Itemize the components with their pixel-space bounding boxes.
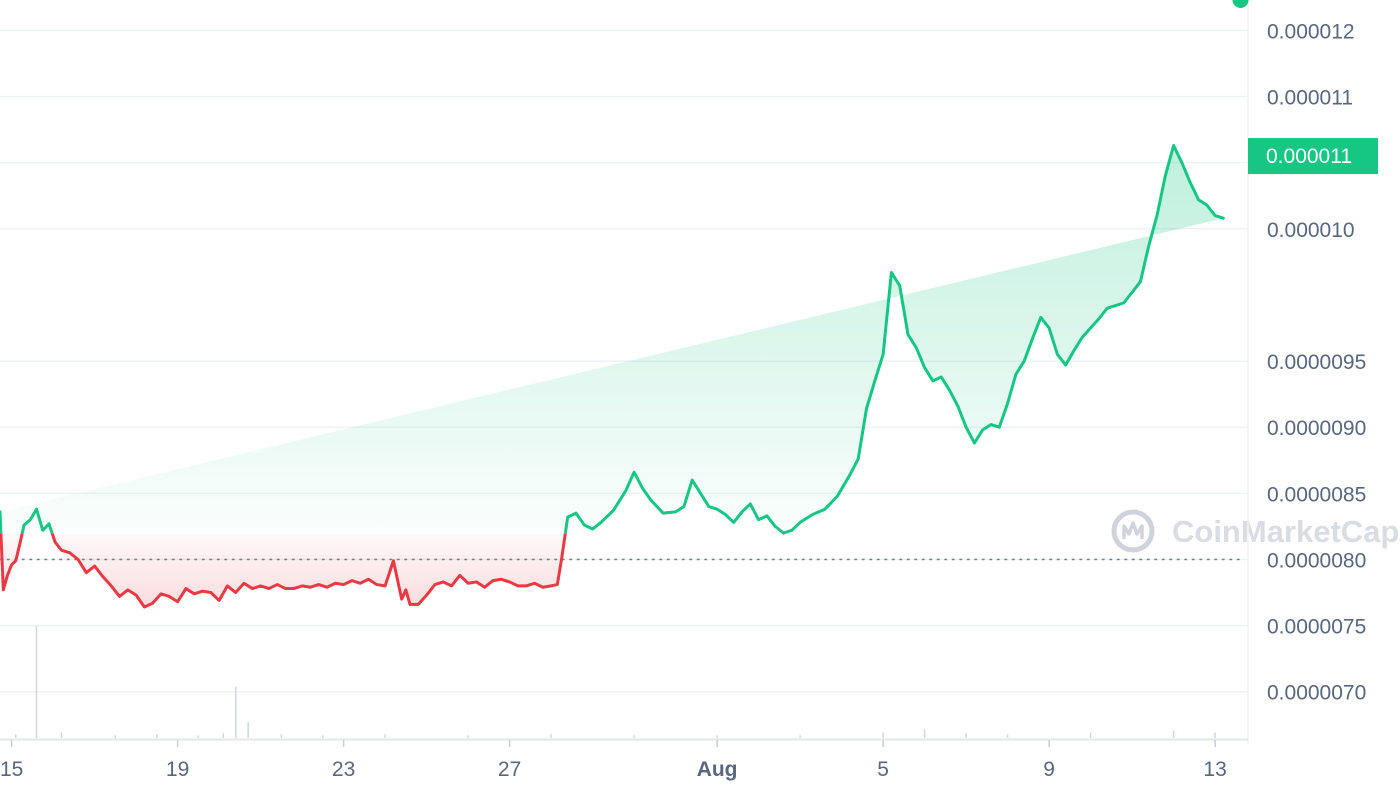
- current-price-badge-bg: [1248, 138, 1378, 175]
- volume-bar: [234, 686, 237, 738]
- x-tick-label: 9: [1043, 758, 1055, 781]
- volume-bar: [114, 735, 117, 738]
- current-price-label: 0.000011: [1266, 145, 1352, 168]
- volume-bar: [550, 734, 552, 738]
- current-price-dot[interactable]: [1232, 0, 1249, 8]
- volume-bar: [280, 734, 283, 738]
- volume-bar: [1006, 734, 1009, 738]
- y-axis: 0.000012 0.000011 0.000011 0.000010 0.000009…: [1267, 20, 1366, 704]
- volume-bar: [467, 735, 469, 738]
- volume-bar: [247, 722, 249, 738]
- x-tick-label: 23: [332, 758, 355, 781]
- x-tick-label: 5: [877, 758, 889, 781]
- x-axis: 15 19 23 27 Aug 5 9 13: [0, 740, 1227, 781]
- price-line: [0, 143, 1225, 609]
- volume-bar: [923, 729, 926, 738]
- volume-bar: [15, 734, 17, 738]
- volume-bar: [197, 735, 200, 738]
- coinmarketcap-logo-icon: [1111, 509, 1155, 553]
- price-area-above: [0, 145, 1224, 534]
- volume-bar: [1089, 732, 1092, 738]
- volume-bar: [1172, 730, 1175, 738]
- y-tick-label: 0.000011: [1267, 87, 1353, 110]
- price-area: [0, 145, 1224, 608]
- volume-bars: [15, 626, 1216, 738]
- x-tick-label: 27: [498, 758, 521, 781]
- y-tick-label: 0.000010: [1267, 219, 1355, 242]
- y-tick-label: 0.0000085: [1267, 483, 1366, 506]
- volume-bar: [384, 734, 386, 738]
- volume-bar: [633, 735, 635, 738]
- y-tick-label: 0.0000095: [1267, 351, 1366, 374]
- volume-bar: [222, 733, 225, 738]
- y-tick-label: 0.0000080: [1267, 549, 1366, 572]
- volume-bar: [716, 735, 718, 738]
- x-tick-label: Aug: [697, 758, 738, 781]
- volume-bar: [60, 732, 63, 738]
- volume-bar: [156, 734, 158, 738]
- current-price-badge: 0.000011: [1248, 138, 1378, 175]
- y-tick-label: 0.000012: [1267, 20, 1355, 43]
- volume-bar: [965, 733, 967, 738]
- volume-bar: [882, 732, 884, 738]
- volume-bar: [322, 735, 324, 738]
- y-tick-label: 0.0000090: [1267, 417, 1366, 440]
- price-line-below: [0, 534, 786, 609]
- watermark-text: CoinMarketCap: [1172, 514, 1399, 549]
- price-area-below: [0, 534, 566, 608]
- volume-bar: [799, 735, 801, 738]
- volume-bar: [1214, 732, 1216, 738]
- y-tick-label: 0.0000075: [1267, 616, 1366, 639]
- y-tick-label: 0.0000070: [1267, 682, 1366, 705]
- volume-bar: [35, 626, 38, 738]
- price-line-above: [0, 143, 1225, 534]
- x-tick-label: 15: [0, 758, 23, 781]
- coinmarketcap-watermark: CoinMarketCap: [1111, 509, 1399, 553]
- x-tick-label: 13: [1203, 758, 1226, 781]
- x-tick-label: 19: [166, 758, 189, 781]
